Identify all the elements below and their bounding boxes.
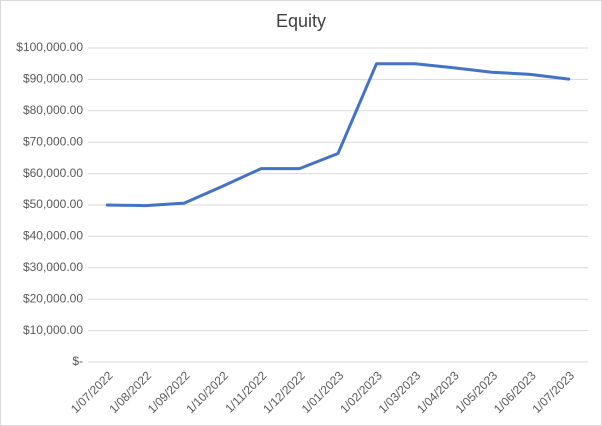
y-tick-label: $30,000.00: [23, 260, 83, 274]
y-tick-label: $60,000.00: [23, 166, 83, 180]
chart-title: Equity: [276, 11, 326, 31]
y-tick-label: $70,000.00: [23, 134, 83, 148]
line-series: [105, 62, 571, 208]
y-tick-label: $100,000.00: [16, 40, 83, 54]
y-tick-label: $40,000.00: [23, 229, 83, 243]
y-tick-label: $50,000.00: [23, 197, 83, 211]
y-tick-label: $-: [72, 354, 83, 368]
y-tick-label: $90,000.00: [23, 72, 83, 86]
y-tick-label: $20,000.00: [23, 291, 83, 305]
y-tick-label: $10,000.00: [23, 323, 83, 337]
y-tick-label: $80,000.00: [23, 103, 83, 117]
